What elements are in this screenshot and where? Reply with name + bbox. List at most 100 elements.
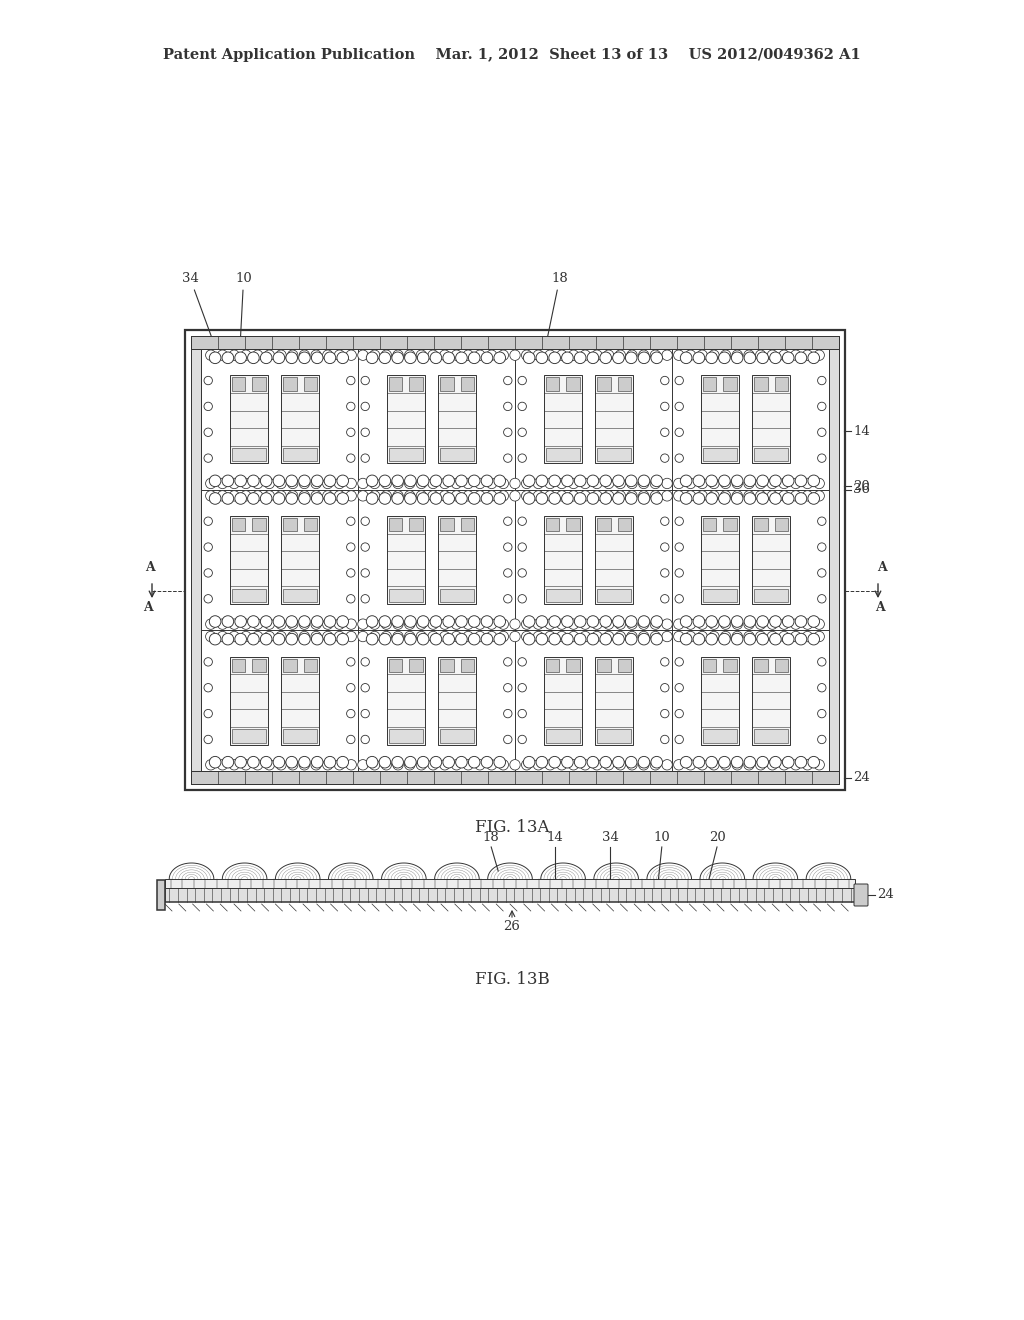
Circle shape [334, 491, 345, 502]
Circle shape [770, 634, 781, 645]
Circle shape [561, 615, 573, 627]
Circle shape [404, 352, 416, 363]
Circle shape [229, 350, 240, 360]
Bar [438, 656, 476, 744]
Bar [702, 447, 736, 461]
Circle shape [361, 376, 370, 384]
Circle shape [264, 759, 274, 770]
Circle shape [481, 492, 493, 504]
Circle shape [273, 352, 285, 363]
Circle shape [521, 619, 531, 630]
Circle shape [744, 475, 756, 487]
Circle shape [537, 756, 548, 768]
Bar [618, 517, 631, 531]
Circle shape [475, 619, 485, 630]
Text: 10: 10 [236, 272, 252, 339]
Circle shape [534, 619, 544, 630]
Circle shape [393, 619, 403, 630]
Circle shape [442, 475, 455, 487]
Circle shape [709, 350, 719, 360]
Circle shape [796, 634, 807, 645]
Circle shape [615, 631, 626, 642]
Circle shape [452, 759, 462, 770]
Circle shape [204, 543, 212, 552]
Circle shape [367, 352, 378, 363]
Circle shape [521, 491, 531, 502]
Bar [165, 888, 855, 902]
Circle shape [706, 634, 718, 645]
Circle shape [650, 478, 660, 488]
Circle shape [393, 759, 403, 770]
Circle shape [660, 569, 669, 577]
Circle shape [817, 517, 826, 525]
Circle shape [428, 631, 438, 642]
Circle shape [252, 759, 263, 770]
Circle shape [381, 759, 391, 770]
Circle shape [504, 376, 512, 384]
Circle shape [592, 478, 602, 488]
Bar [231, 378, 245, 391]
Circle shape [418, 615, 429, 627]
Circle shape [273, 492, 285, 504]
Circle shape [299, 492, 310, 504]
Circle shape [204, 709, 212, 718]
Circle shape [222, 492, 233, 504]
Circle shape [463, 759, 473, 770]
Bar [596, 375, 633, 463]
Circle shape [456, 492, 467, 504]
Bar [700, 516, 738, 605]
Circle shape [439, 478, 450, 488]
Circle shape [428, 759, 438, 770]
Circle shape [275, 478, 286, 488]
Circle shape [685, 759, 695, 770]
Circle shape [651, 634, 663, 645]
Circle shape [222, 615, 233, 627]
Circle shape [481, 634, 493, 645]
Circle shape [662, 759, 673, 770]
Circle shape [521, 631, 531, 642]
Circle shape [325, 352, 336, 363]
Circle shape [357, 631, 368, 642]
Circle shape [504, 684, 512, 692]
Circle shape [693, 756, 705, 768]
Circle shape [627, 491, 637, 502]
Circle shape [346, 709, 355, 718]
Circle shape [442, 352, 455, 363]
Bar [702, 378, 716, 391]
Circle shape [286, 634, 298, 645]
Circle shape [626, 352, 637, 363]
Circle shape [791, 478, 801, 488]
Circle shape [275, 619, 286, 630]
Circle shape [518, 594, 526, 603]
Circle shape [299, 475, 310, 487]
Circle shape [361, 657, 370, 667]
Circle shape [697, 350, 708, 360]
Circle shape [757, 352, 768, 363]
Circle shape [592, 350, 602, 360]
Circle shape [518, 454, 526, 462]
Circle shape [814, 759, 824, 770]
Circle shape [791, 631, 801, 642]
Circle shape [468, 756, 480, 768]
Bar [597, 589, 631, 602]
Circle shape [252, 631, 263, 642]
Circle shape [721, 631, 731, 642]
Circle shape [260, 615, 272, 627]
Circle shape [252, 491, 263, 502]
Circle shape [346, 569, 355, 577]
Circle shape [706, 475, 718, 487]
Bar [191, 771, 839, 784]
Bar [440, 447, 474, 461]
Circle shape [574, 492, 586, 504]
Circle shape [346, 594, 355, 603]
Circle shape [452, 491, 462, 502]
Circle shape [206, 619, 216, 630]
Circle shape [814, 478, 824, 488]
Circle shape [504, 428, 512, 437]
Circle shape [662, 619, 673, 630]
Bar [461, 517, 474, 531]
Circle shape [537, 352, 548, 363]
Circle shape [494, 492, 506, 504]
Circle shape [498, 619, 509, 630]
Text: A: A [876, 601, 885, 614]
